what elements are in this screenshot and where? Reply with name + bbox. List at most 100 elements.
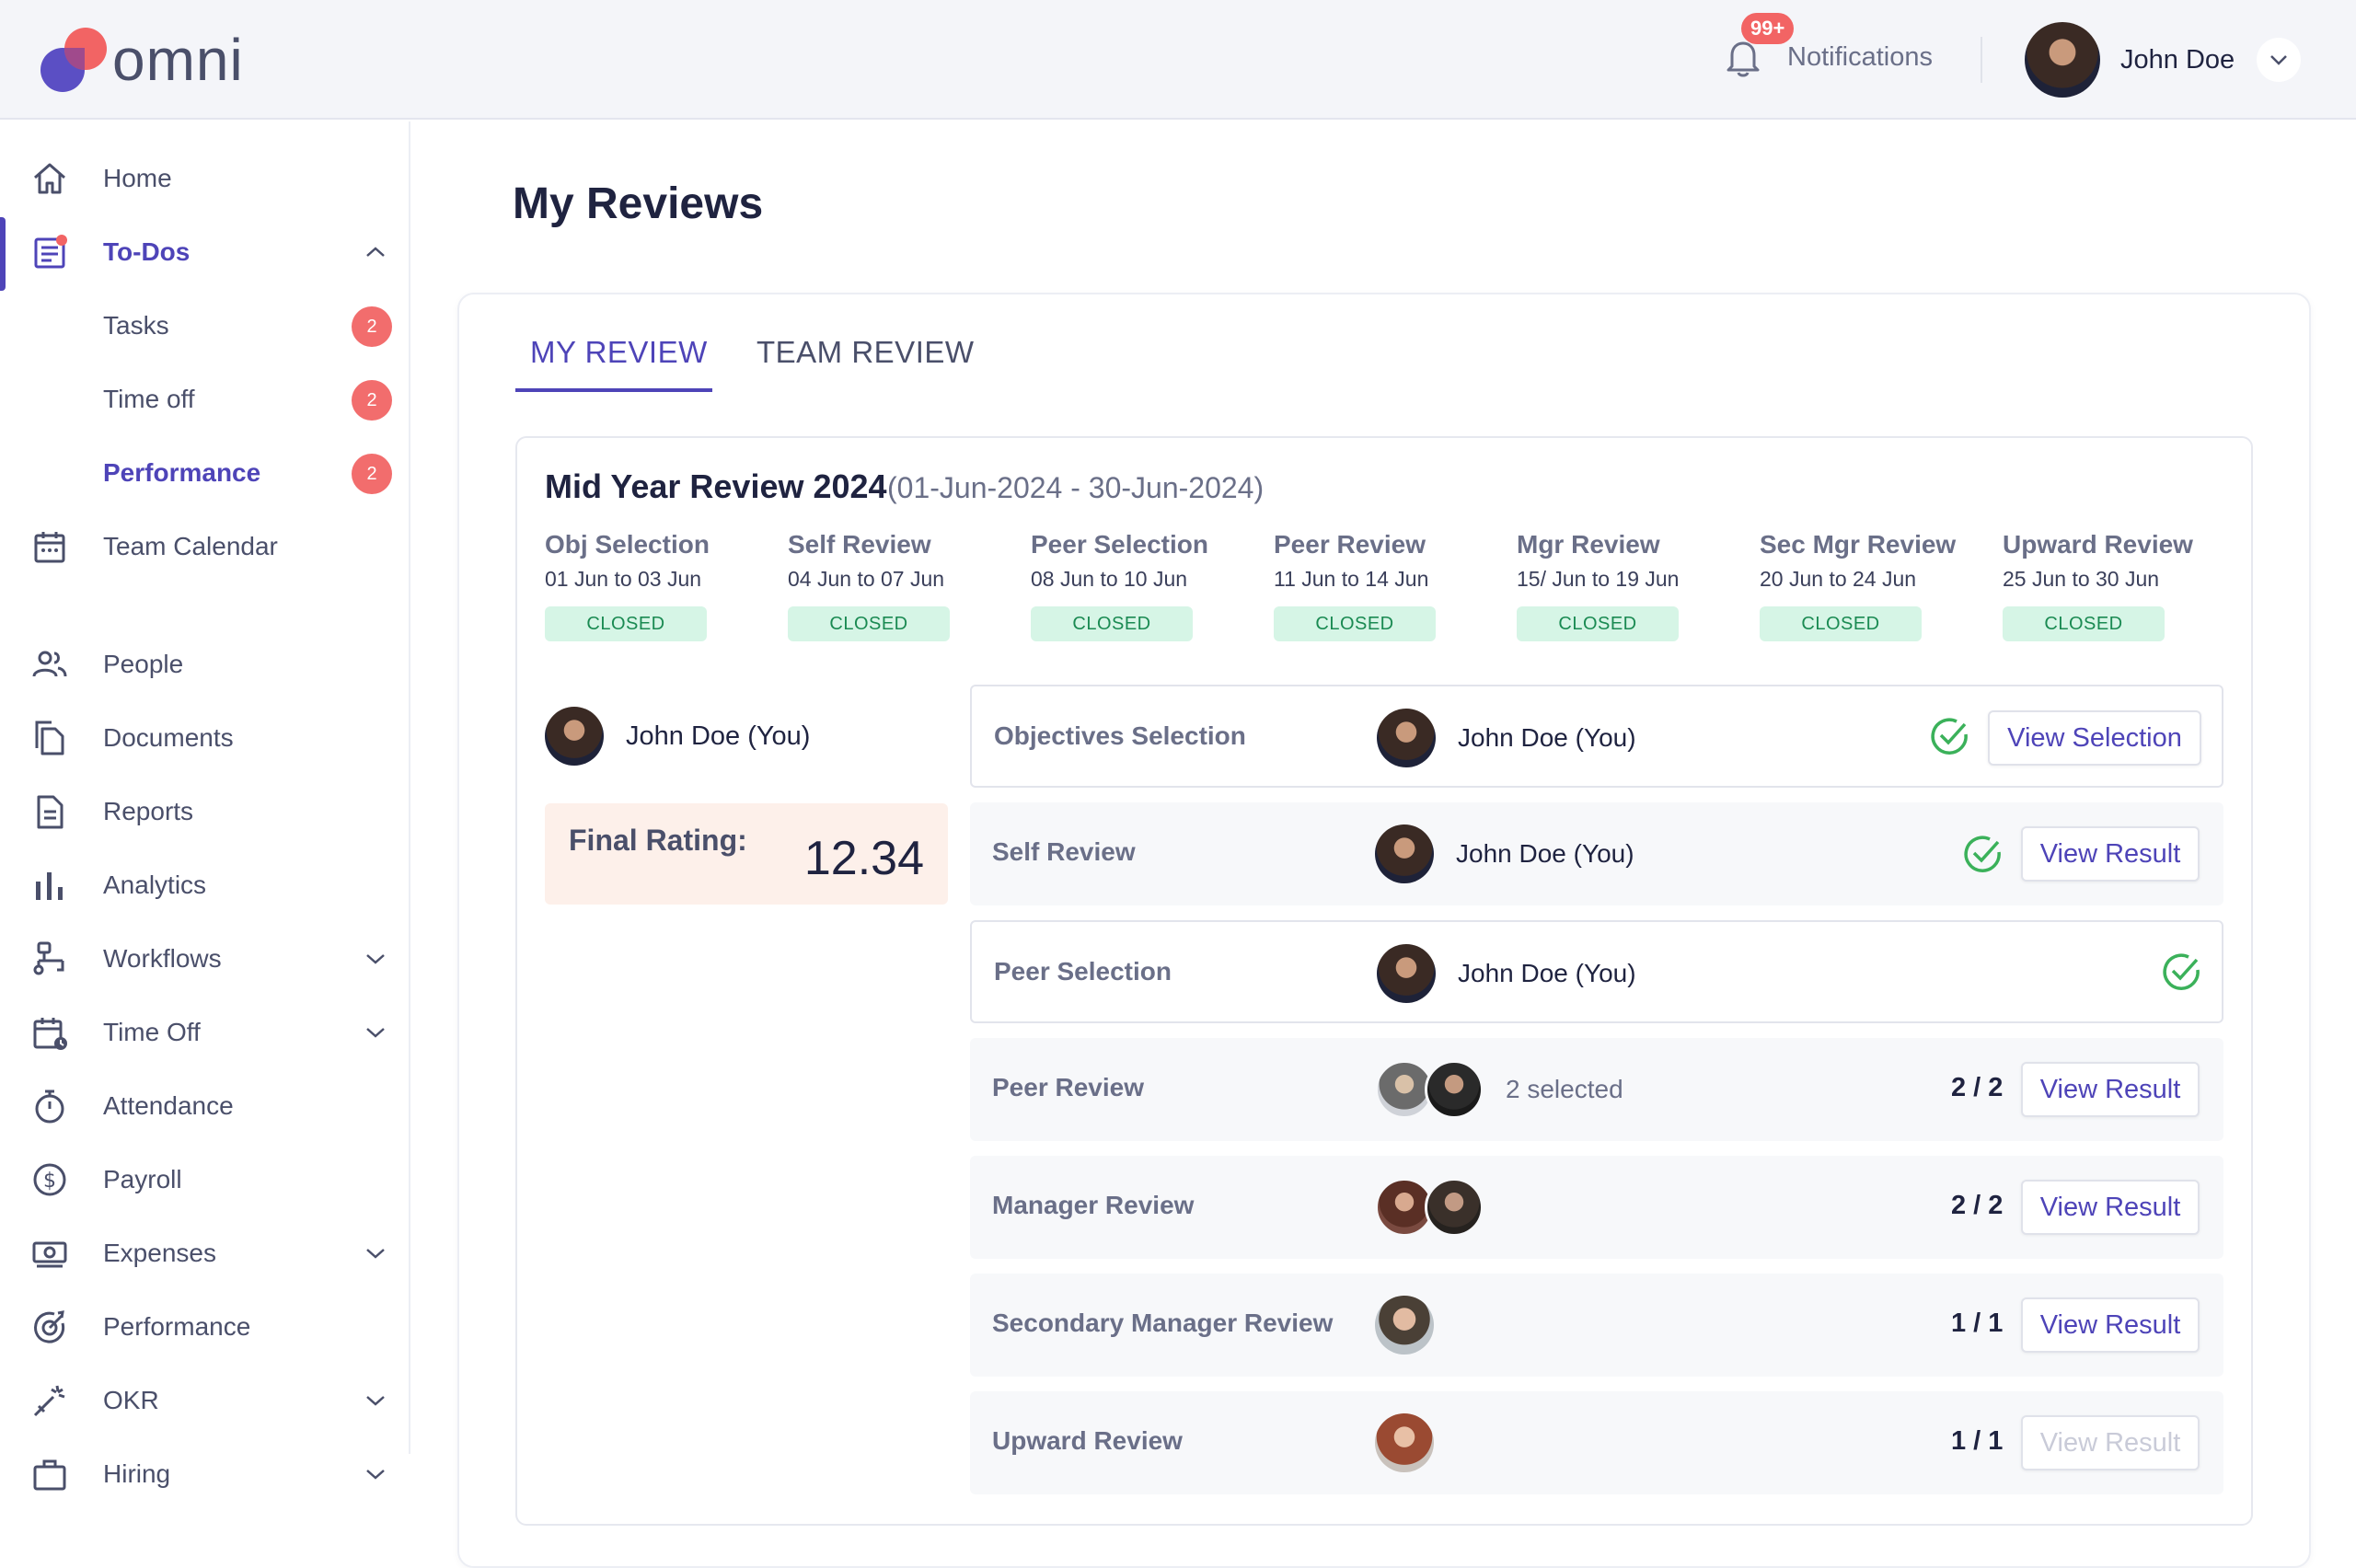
sidebar-item-documents[interactable]: Documents: [0, 710, 410, 766]
sidebar-item-analytics[interactable]: Analytics: [0, 858, 410, 913]
status-badge: CLOSED: [1031, 606, 1193, 641]
sidebar-item-label: Performance: [103, 1312, 251, 1341]
status-badge: CLOSED: [545, 606, 707, 641]
omni-logo-mark-icon: [40, 28, 110, 92]
row-person: John Doe (You): [1377, 709, 1636, 767]
home-icon: [34, 163, 65, 194]
tab-my-review[interactable]: MY REVIEW: [530, 335, 708, 369]
phase-dates: 20 Jun to 24 Jun: [1760, 567, 1917, 591]
sidebar-item-todos[interactable]: To-Dos: [0, 225, 410, 280]
view-result-button[interactable]: View Result: [2021, 826, 2200, 882]
bell-icon: [1727, 41, 1760, 77]
final-rating-value: 12.34: [803, 832, 924, 885]
people-icon: [32, 651, 67, 677]
avatar: [1425, 1178, 1484, 1237]
sidebar-item-people[interactable]: People: [0, 637, 410, 692]
person-name: John Doe (You): [1456, 839, 1634, 868]
phase-peer-review: Peer Review 11 Jun to 14 Jun CLOSED: [1274, 530, 1495, 641]
row-label: Self Review: [992, 837, 1136, 866]
user-name: John Doe: [2120, 44, 2235, 75]
review-cycle-panel: [515, 436, 2253, 1526]
sidebar-item-label: To-Dos: [103, 237, 191, 266]
phase-sec-mgr-review: Sec Mgr Review 20 Jun to 24 Jun CLOSED: [1760, 530, 1981, 641]
check-circle-icon: [1964, 836, 2001, 872]
check-circle-icon: [1931, 718, 1968, 755]
sidebar-item-hiring[interactable]: Hiring: [0, 1447, 410, 1502]
reviewee: John Doe (You): [545, 707, 810, 766]
stopwatch-icon: [35, 1090, 64, 1124]
sidebar-item-team-calendar[interactable]: Team Calendar: [0, 519, 410, 574]
phase-dates: 08 Jun to 10 Jun: [1031, 567, 1188, 591]
sidebar-item-performance-module[interactable]: Performance: [0, 1299, 410, 1355]
sidebar-item-home[interactable]: Home: [0, 151, 410, 206]
phase-name: Obj Selection: [545, 530, 710, 559]
review-row-peer-selection: Peer Selection John Doe (You): [970, 920, 2223, 1023]
logo-text: omni: [112, 27, 244, 93]
user-menu-chevron-down-icon[interactable]: [2257, 38, 2302, 82]
review-row-peer-review: Peer Review 2 selected 2 / 2 View Result: [970, 1038, 2223, 1141]
bar-chart-icon: [36, 872, 63, 900]
sidebar-item-payroll[interactable]: $ Payroll: [0, 1152, 410, 1207]
notifications-label: Notifications: [1787, 41, 1933, 72]
row-label: Secondary Manager Review: [992, 1309, 1334, 1337]
review-row-upward-review: Upward Review 1 / 1 View Result: [970, 1391, 2223, 1494]
briefcase-icon: [33, 1459, 66, 1491]
row-people: [1375, 1178, 1484, 1237]
view-result-button[interactable]: View Result: [2021, 1180, 2200, 1235]
cycle-date-range: (01-Jun-2024 - 30-Jun-2024): [887, 471, 1265, 504]
chevron-down-icon[interactable]: [364, 1244, 387, 1262]
review-row-manager-review: Manager Review 2 / 2 View Result: [970, 1156, 2223, 1259]
notifications-button[interactable]: Notifications: [1723, 35, 1933, 79]
chevron-up-icon[interactable]: [364, 243, 387, 261]
row-label: Peer Selection: [994, 957, 1172, 986]
active-tab-underline: [515, 388, 712, 392]
header-divider: [1981, 37, 1982, 83]
time-off-count-badge: 2: [352, 380, 392, 421]
performance-count-badge: 2: [352, 454, 392, 494]
chevron-down-icon[interactable]: [364, 1391, 387, 1410]
chevron-down-icon[interactable]: [364, 1465, 387, 1483]
phase-dates: 25 Jun to 30 Jun: [2003, 567, 2160, 591]
avatar: [1377, 709, 1436, 767]
person-name: John Doe (You): [1458, 959, 1636, 987]
report-icon: [37, 795, 64, 829]
final-rating-box: Final Rating: 12.34: [545, 803, 948, 905]
sidebar-item-label: Home: [103, 164, 172, 192]
view-result-button-disabled[interactable]: View Result: [2021, 1415, 2200, 1470]
sidebar-item-attendance[interactable]: Attendance: [0, 1078, 410, 1134]
row-label: Peer Review: [992, 1073, 1144, 1101]
user-menu[interactable]: John Doe: [2025, 22, 2302, 98]
row-people: [1375, 1413, 1434, 1472]
row-person: John Doe (You): [1377, 944, 1636, 1003]
phase-name: Sec Mgr Review: [1760, 530, 1957, 559]
sidebar-item-expenses[interactable]: Expenses: [0, 1226, 410, 1281]
sidebar-subitem-time-off[interactable]: Time off 2: [0, 372, 410, 427]
review-progress-count: 2 / 2: [1951, 1191, 2004, 1220]
sidebar-item-reports[interactable]: Reports: [0, 784, 410, 839]
sidebar-subitem-performance[interactable]: Performance 2: [0, 445, 410, 501]
phase-name: Mgr Review: [1517, 530, 1660, 559]
tab-team-review[interactable]: TEAM REVIEW: [756, 335, 975, 369]
phase-dates: 11 Jun to 14 Jun: [1274, 567, 1429, 591]
review-progress-count: 2 / 2: [1951, 1073, 2004, 1102]
sidebar: Home To-Dos Tasks 2 Time off 2 Performan…: [0, 121, 410, 1491]
view-result-button[interactable]: View Result: [2021, 1297, 2200, 1353]
chevron-down-icon[interactable]: [364, 950, 387, 968]
final-rating-label: Final Rating:: [569, 824, 747, 857]
sidebar-item-workflows[interactable]: Workflows: [0, 931, 410, 986]
sidebar-subitem-tasks[interactable]: Tasks 2: [0, 298, 410, 353]
phase-name: Self Review: [788, 530, 931, 559]
omni-logo[interactable]: omni: [40, 26, 244, 94]
sidebar-item-okr[interactable]: OKR: [0, 1373, 410, 1428]
sidebar-item-label: Payroll: [103, 1165, 182, 1193]
view-selection-button[interactable]: View Selection: [1988, 710, 2201, 766]
view-result-button[interactable]: View Result: [2021, 1062, 2200, 1117]
phase-name: Peer Selection: [1031, 530, 1208, 559]
row-label: Manager Review: [992, 1191, 1195, 1219]
sidebar-item-label: Tasks: [103, 311, 169, 340]
row-people: 2 selected: [1375, 1060, 1623, 1119]
phase-name: Upward Review: [2003, 530, 2193, 559]
sidebar-item-time-off-module[interactable]: Time Off: [0, 1005, 410, 1060]
avatar-stack: [1375, 1178, 1484, 1237]
chevron-down-icon[interactable]: [364, 1023, 387, 1042]
